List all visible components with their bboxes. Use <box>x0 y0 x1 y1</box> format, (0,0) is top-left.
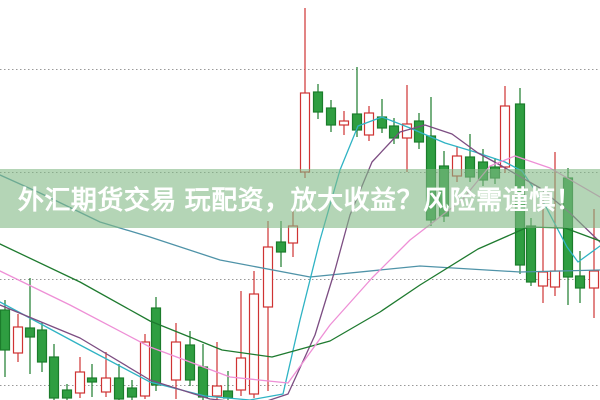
ma-dark-green <box>0 226 600 358</box>
headline-text: 外汇期货交易 玩配资，放大收益？风险需谨慎！ <box>17 185 583 215</box>
ma-pink <box>0 155 600 384</box>
headline-banner: 外汇期货交易 玩配资，放大收益？风险需谨慎！ <box>0 169 600 228</box>
